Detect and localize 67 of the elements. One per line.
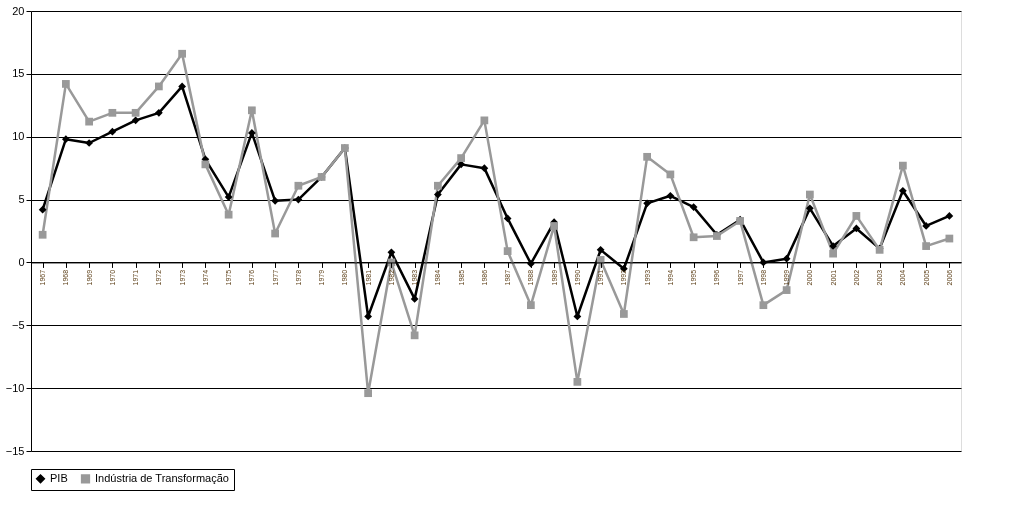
point [480, 116, 489, 125]
point [62, 135, 70, 144]
point [248, 106, 256, 115]
y-tick-label: −5 [11, 318, 25, 331]
point [643, 199, 651, 208]
point [387, 248, 396, 257]
point [155, 82, 163, 91]
point [759, 301, 768, 310]
point [271, 229, 279, 238]
point [62, 80, 70, 88]
point [806, 204, 814, 213]
point [410, 331, 419, 340]
point [85, 117, 93, 126]
point [573, 377, 582, 386]
legend-label: Indústria de Transformação [95, 471, 229, 484]
point [364, 389, 372, 398]
point [596, 245, 605, 254]
point [829, 249, 837, 258]
point [131, 108, 140, 117]
point [503, 247, 512, 255]
y-tick-label: 20 [12, 4, 25, 17]
point [224, 193, 233, 201]
point [806, 190, 814, 199]
point [922, 222, 930, 230]
point [480, 164, 489, 173]
point [294, 195, 303, 204]
point [457, 154, 465, 162]
y-tick-label: 5 [18, 193, 25, 206]
point [899, 186, 907, 195]
point [689, 233, 698, 242]
legend-label: PIB [50, 471, 68, 484]
point [38, 230, 47, 239]
point [550, 222, 558, 230]
point [178, 82, 186, 91]
point [201, 160, 210, 169]
point [782, 286, 791, 294]
point [620, 310, 628, 318]
point [527, 301, 535, 310]
y-tick-label: 0 [18, 255, 25, 268]
point [922, 242, 930, 250]
point [178, 49, 186, 58]
point [852, 224, 861, 233]
point [108, 108, 117, 117]
point [294, 181, 303, 190]
y-tick-label: −15 [5, 444, 25, 457]
point [782, 254, 791, 263]
point [364, 312, 372, 321]
point [108, 127, 117, 136]
point [131, 116, 140, 125]
point [689, 203, 698, 211]
point [829, 242, 837, 250]
y-tick-label: 15 [12, 67, 25, 80]
point [643, 152, 651, 161]
point [434, 181, 442, 190]
point [503, 214, 512, 223]
point [38, 205, 47, 214]
point [224, 210, 233, 219]
point [945, 212, 954, 220]
point [155, 108, 163, 117]
point [410, 295, 419, 303]
point [434, 190, 442, 199]
point [899, 161, 907, 170]
y-tick-label: −10 [5, 381, 25, 394]
point [666, 191, 675, 200]
point [852, 212, 861, 220]
y-tick-label: 10 [12, 130, 25, 143]
point [271, 196, 279, 205]
